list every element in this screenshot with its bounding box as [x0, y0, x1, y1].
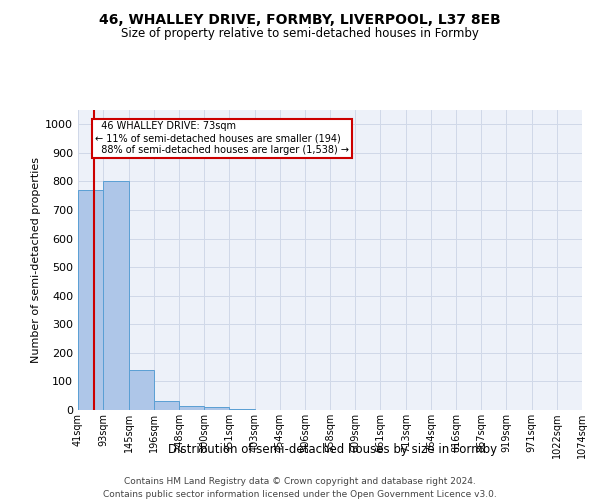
Text: 46, WHALLEY DRIVE, FORMBY, LIVERPOOL, L37 8EB: 46, WHALLEY DRIVE, FORMBY, LIVERPOOL, L3… [99, 12, 501, 26]
Bar [205, 407, 229, 410]
Bar [129, 370, 154, 410]
Text: Contains HM Land Registry data © Crown copyright and database right 2024.: Contains HM Land Registry data © Crown c… [124, 478, 476, 486]
Y-axis label: Number of semi-detached properties: Number of semi-detached properties [31, 157, 41, 363]
Bar [103, 182, 129, 410]
Bar [78, 190, 103, 410]
Bar [154, 401, 179, 410]
Text: Size of property relative to semi-detached houses in Formby: Size of property relative to semi-detach… [121, 28, 479, 40]
Text: 46 WHALLEY DRIVE: 73sqm
← 11% of semi-detached houses are smaller (194)
  88% of: 46 WHALLEY DRIVE: 73sqm ← 11% of semi-de… [95, 122, 349, 154]
Text: Distribution of semi-detached houses by size in Formby: Distribution of semi-detached houses by … [169, 442, 497, 456]
Bar [229, 408, 254, 410]
Bar [179, 406, 205, 410]
Text: Contains public sector information licensed under the Open Government Licence v3: Contains public sector information licen… [103, 490, 497, 499]
